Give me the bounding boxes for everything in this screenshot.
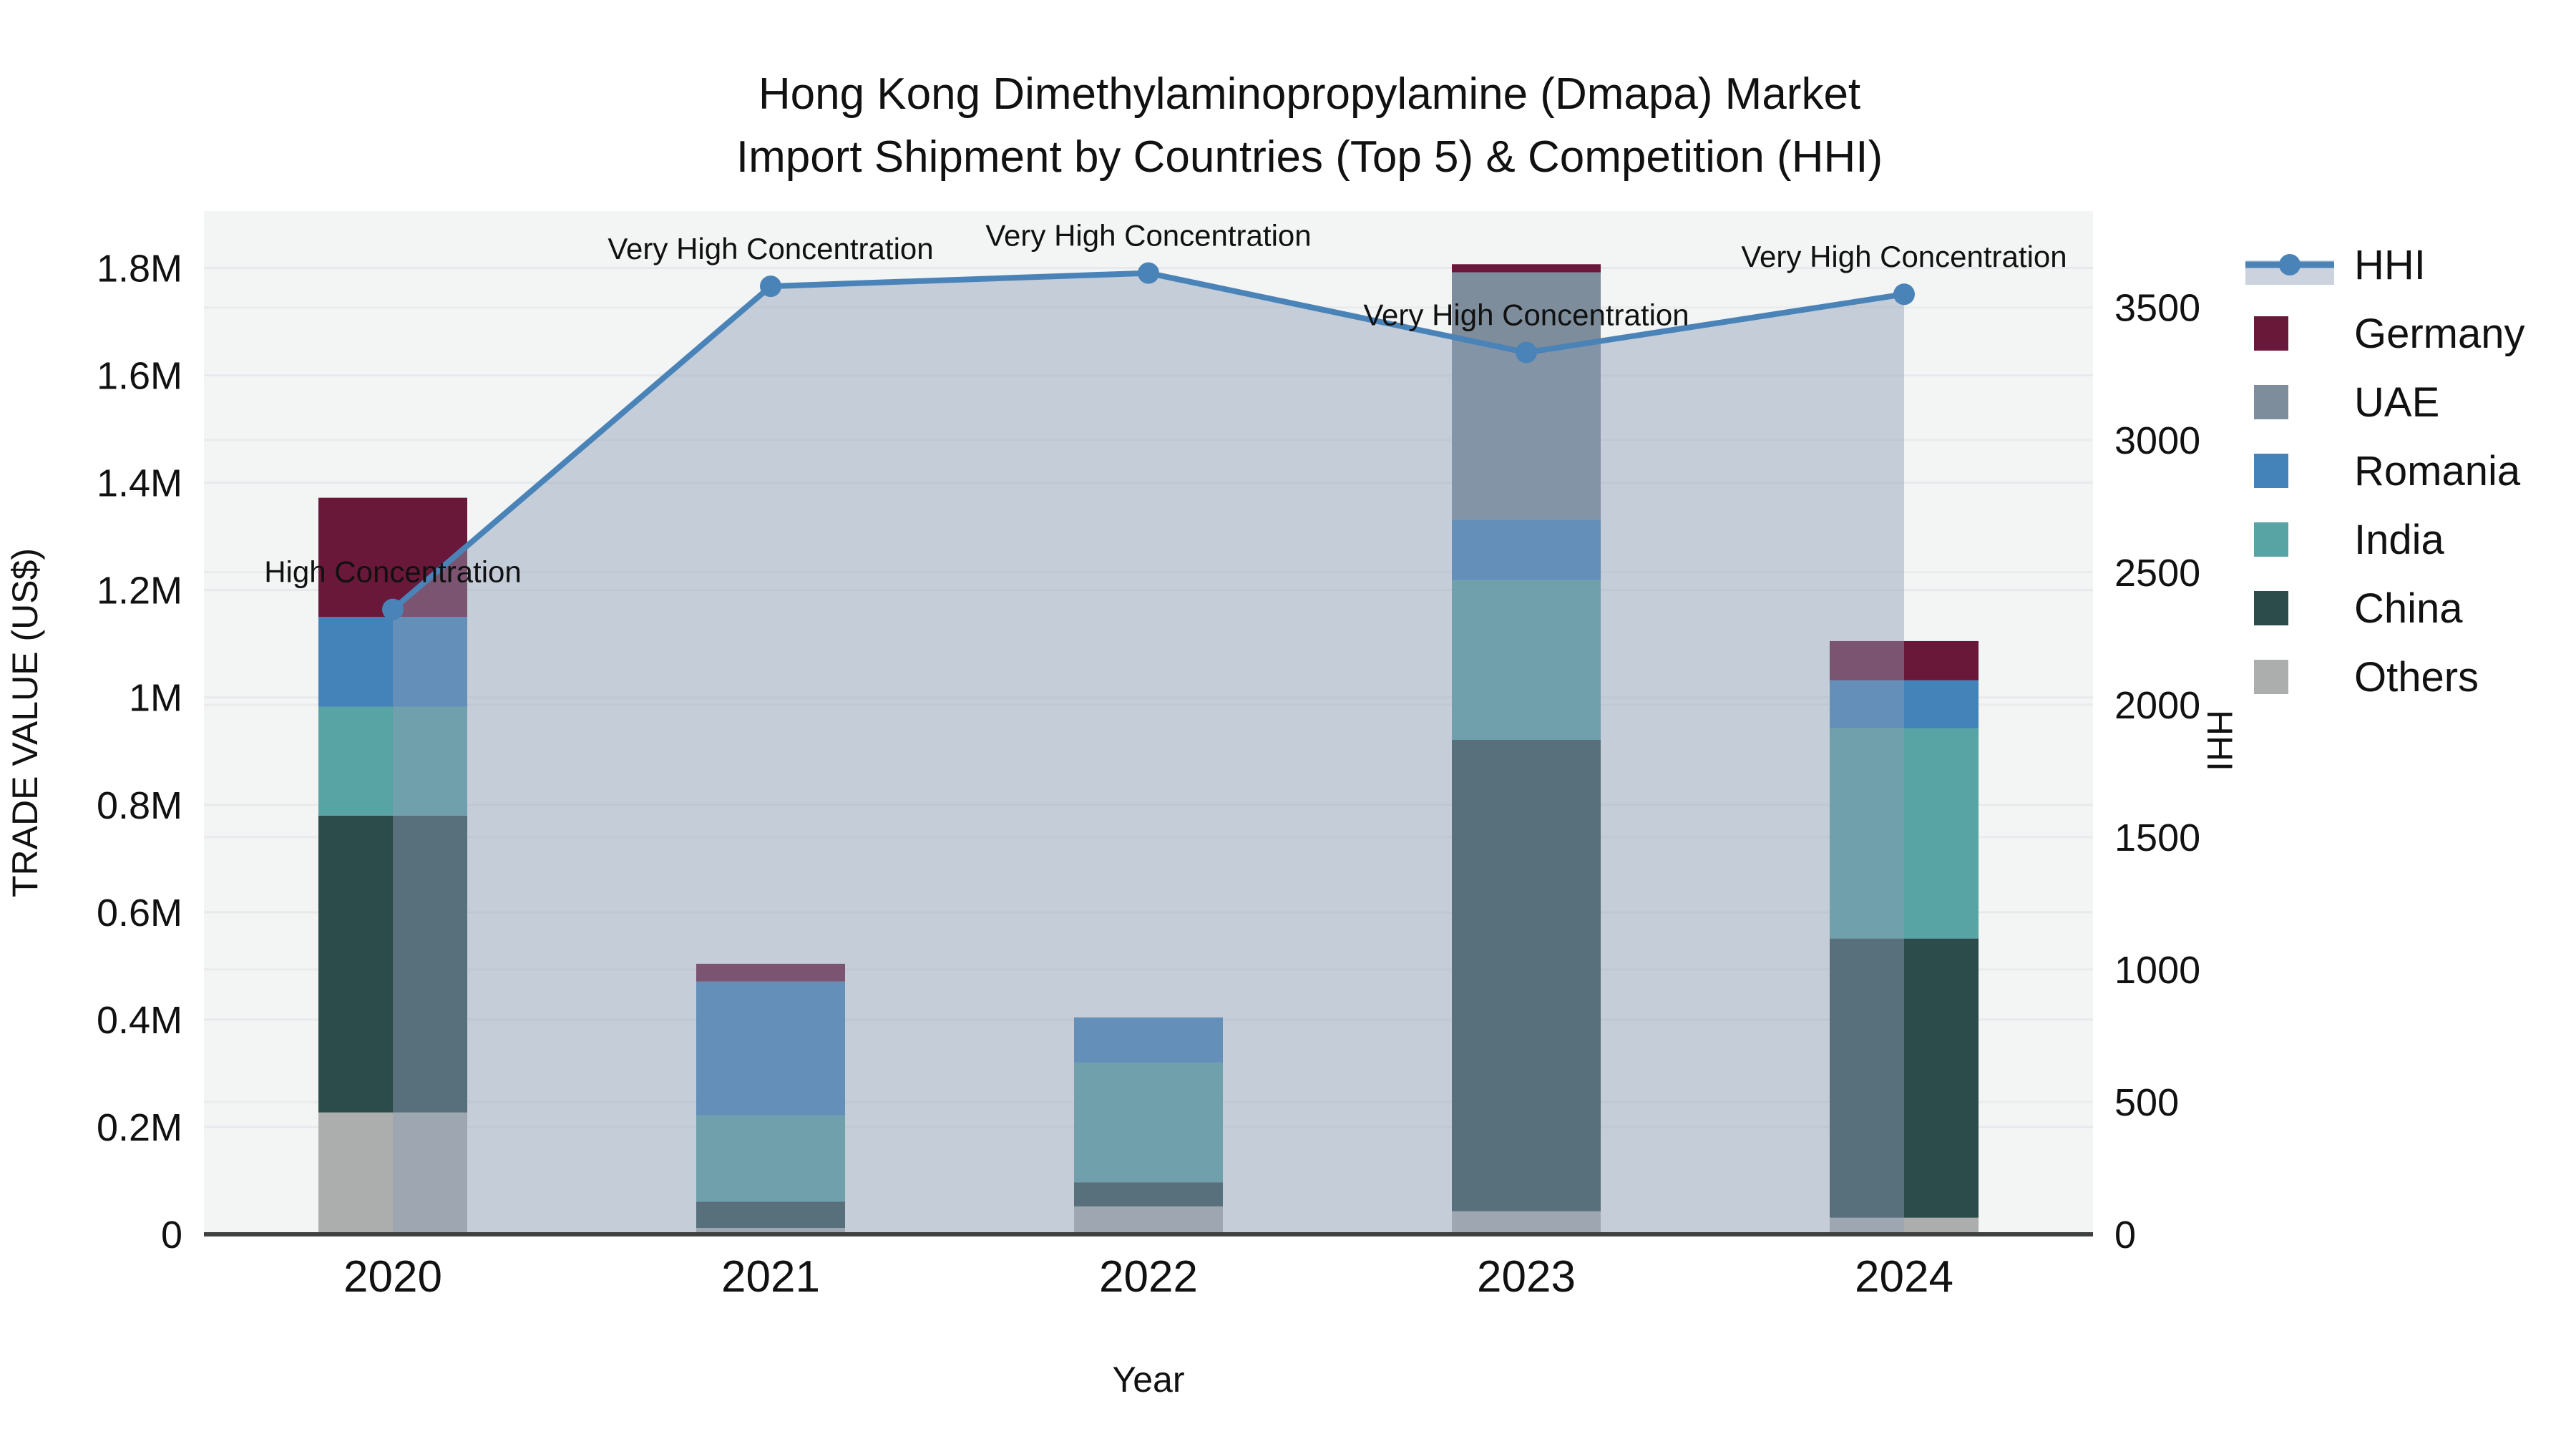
annotation-2022: Very High Concentration (985, 219, 1311, 253)
legend-label-china: China (2354, 585, 2463, 632)
bar-segment-romania-2021 (696, 981, 845, 1116)
y2-tick-label-500: 500 (2114, 1081, 2179, 1124)
legend-label-germany: Germany (2354, 311, 2525, 357)
bar-segment-india-2022 (1074, 1062, 1223, 1183)
bar-segment-china-2022 (1074, 1182, 1223, 1206)
x-axis-title: Year (1112, 1360, 1184, 1400)
bar-segment-romania-2024 (1830, 680, 1979, 728)
y2-tick-label-1500: 1500 (2114, 816, 2200, 859)
hhi-marker-2023 (1516, 341, 1537, 364)
legend-label-india: India (2354, 517, 2445, 563)
legend-swatch-uae (2254, 385, 2288, 419)
legend-swatch-india (2254, 522, 2288, 557)
bar-segment-india-2023 (1452, 580, 1601, 741)
y2-tick-label-3000: 3000 (2114, 419, 2200, 462)
y-tick-label-1.8M: 1.8M (97, 248, 182, 291)
legend-label-uae: UAE (2354, 379, 2439, 426)
x-tick-label-2022: 2022 (1099, 1252, 1198, 1302)
legend-swatch-germany (2254, 316, 2288, 351)
legend-swatch-others (2254, 660, 2288, 694)
y2-tick-label-3500: 3500 (2114, 287, 2200, 330)
annotation-2024: Very High Concentration (1741, 240, 2067, 273)
legend-hhi-marker (2279, 254, 2301, 275)
bar-segment-romania-2022 (1074, 1017, 1223, 1063)
bar-segment-china-2020 (318, 815, 467, 1113)
y2-tick-label-1000: 1000 (2114, 949, 2200, 992)
bar-segment-romania-2020 (318, 617, 467, 707)
y-tick-label-0.2M: 0.2M (97, 1106, 182, 1149)
bar-segment-germany-2020 (318, 497, 467, 618)
y-tick-label-1M: 1M (129, 677, 182, 720)
annotation-2020: High Concentration (264, 555, 522, 589)
hhi-marker-2022 (1138, 262, 1159, 284)
bar-segment-germany-2024 (1830, 640, 1979, 680)
x-tick-label-2020: 2020 (343, 1252, 442, 1302)
bar-segment-others-2021 (696, 1227, 845, 1234)
legend-swatch-china (2254, 591, 2288, 625)
chart-title-line2: Import Shipment by Countries (Top 5) & C… (736, 132, 1883, 182)
bar-segment-others-2023 (1452, 1211, 1601, 1234)
y2-tick-label-2000: 2000 (2114, 684, 2200, 727)
bar-segment-china-2024 (1830, 938, 1979, 1218)
chart-title-line1: Hong Kong Dimethylaminopropylamine (Dmap… (758, 69, 1860, 119)
legend-label-romania: Romania (2354, 448, 2521, 494)
bar-segment-others-2024 (1830, 1217, 1979, 1234)
hhi-marker-2020 (382, 598, 404, 620)
legend-label-hhi: HHI (2354, 242, 2426, 288)
hhi-marker-2024 (1893, 283, 1915, 306)
x-tick-label-2024: 2024 (1855, 1252, 1953, 1302)
y2-axis-title: HHI (2200, 710, 2240, 771)
y-tick-label-1.4M: 1.4M (97, 462, 182, 505)
hhi-area-fill (393, 273, 1904, 1234)
x-tick-label-2021: 2021 (721, 1252, 820, 1302)
bar-segment-others-2020 (318, 1112, 467, 1234)
y-tick-label-0.8M: 0.8M (97, 784, 182, 827)
y-tick-label-1.2M: 1.2M (97, 570, 182, 613)
hhi-marker-2021 (760, 275, 781, 298)
annotation-2021: Very High Concentration (608, 232, 933, 265)
bar-segment-india-2020 (318, 706, 467, 816)
bar-segment-china-2021 (696, 1201, 845, 1228)
y2-tick-label-0: 0 (2114, 1214, 2136, 1257)
bar-segment-india-2021 (696, 1115, 845, 1202)
y-tick-label-1.6M: 1.6M (97, 355, 182, 398)
y-tick-label-0.6M: 0.6M (97, 892, 182, 935)
y-axis-title: TRADE VALUE (US$) (5, 548, 45, 897)
bar-segment-uae-2023 (1452, 272, 1601, 520)
annotation-2023: Very High Concentration (1363, 298, 1689, 332)
y2-tick-label-2500: 2500 (2114, 552, 2200, 595)
legend-swatch-romania (2254, 454, 2288, 488)
bar-segment-india-2024 (1830, 728, 1979, 939)
y-tick-label-0.4M: 0.4M (97, 999, 182, 1042)
bar-segment-others-2022 (1074, 1206, 1223, 1234)
legend-label-others: Others (2354, 654, 2479, 701)
x-tick-label-2023: 2023 (1477, 1252, 1576, 1302)
bar-segment-china-2023 (1452, 740, 1601, 1211)
y-tick-label-0: 0 (161, 1214, 182, 1257)
bar-segment-germany-2023 (1452, 264, 1601, 273)
bar-segment-romania-2023 (1452, 519, 1601, 580)
bar-segment-germany-2021 (696, 963, 845, 982)
